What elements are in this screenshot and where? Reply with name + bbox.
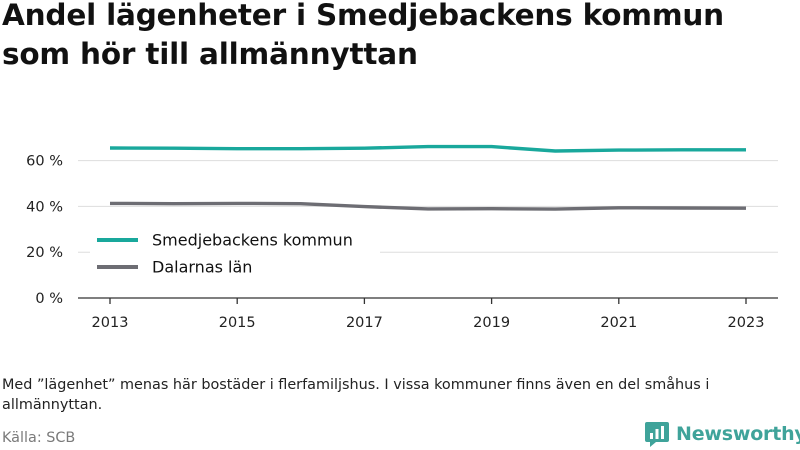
x-tick-label: 2015 [219,315,256,331]
footnote: Med ”lägenhet” menas här bostäder i fler… [2,377,710,413]
x-tick-label: 2017 [346,315,383,331]
y-tick-label: 60 % [26,154,63,170]
series-line-dalarnas-län [109,201,747,211]
line-chart: 0 % 20 % 40 % 60 % 2013 2015 2017 2019 2021 2023… [26,144,778,331]
series-lines [109,144,747,211]
x-tick-label: 2021 [600,315,637,331]
legend-label: Dalarnas län [152,258,252,277]
legend-label: Smedjebackens kommun [152,231,353,250]
source-label: Källa: SCB [2,430,76,446]
y-tick-label: 40 % [26,199,63,215]
series-line-smedjebackens-kommun [109,144,746,153]
y-tick-label: 0 % [35,291,63,307]
y-tick-label: 20 % [26,245,63,261]
newsworthy-logo-icon [645,422,669,447]
y-axis-tick-labels: 0 % 20 % 40 % 60 % [26,154,63,307]
x-tick-label: 2013 [92,315,129,331]
newsworthy-brand: Newsworthy [644,419,800,449]
brand-name: Newsworthy [676,423,800,445]
chart-title: Andel lägenheter i Smedjebackens kommun … [2,0,724,71]
legend: Smedjebackens kommun Dalarnas län [90,226,380,282]
x-tick-label: 2019 [473,315,510,331]
x-axis-ticks: 2013 2015 2017 2019 2021 2023 [92,298,765,331]
legend-background [90,226,380,282]
x-tick-label: 2023 [728,315,765,331]
